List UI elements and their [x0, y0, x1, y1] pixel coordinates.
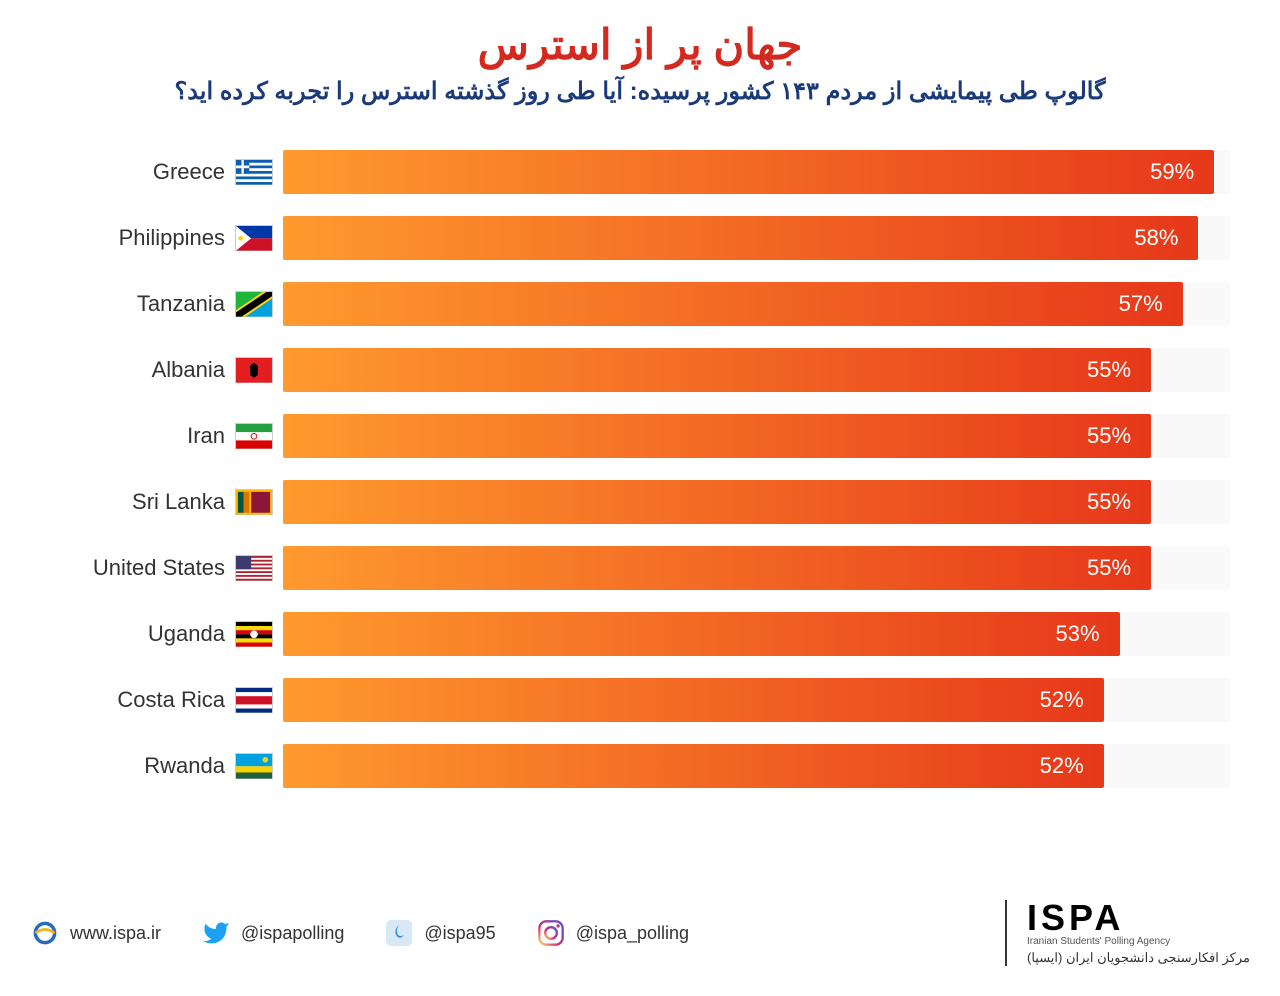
bar-fill: 58% [283, 216, 1198, 260]
flag-icon [235, 225, 273, 251]
instagram-link[interactable]: @ispa_polling [536, 918, 689, 948]
logo-main: ISPA [1027, 900, 1250, 936]
chart-row: United States 55% [50, 542, 1230, 594]
bar-value-label: 57% [1119, 291, 1163, 317]
bar-value-label: 52% [1040, 687, 1084, 713]
header: جهان پر از استرس گالوپ طی پیمایشی از مرد… [30, 20, 1250, 106]
country-label: Tanzania [50, 291, 235, 317]
bar-fill: 53% [283, 612, 1120, 656]
flag-icon [235, 159, 273, 185]
bar-track: 55% [283, 348, 1230, 392]
bar-fill: 55% [283, 348, 1151, 392]
chart-row: Sri Lanka 55% [50, 476, 1230, 528]
website-text: www.ispa.ir [70, 923, 161, 944]
website-link[interactable]: www.ispa.ir [30, 918, 161, 948]
flag-icon [235, 423, 273, 449]
ispa-logo: ISPA Iranian Students' Polling Agency مر… [1005, 900, 1250, 966]
chart-row: Costa Rica 52% [50, 674, 1230, 726]
bar-value-label: 55% [1087, 489, 1131, 515]
country-label: United States [50, 555, 235, 581]
bar-track: 55% [283, 414, 1230, 458]
country-label: Costa Rica [50, 687, 235, 713]
country-label: Philippines [50, 225, 235, 251]
telegram-link[interactable]: @ispa95 [384, 918, 495, 948]
flag-icon [235, 291, 273, 317]
instagram-text: @ispa_polling [576, 923, 689, 944]
chart-row: Uganda 53% [50, 608, 1230, 660]
bar-value-label: 59% [1150, 159, 1194, 185]
telegram-icon [384, 918, 414, 948]
social-links: www.ispa.ir @ispapolling @ispa95 [30, 918, 689, 948]
country-label: Rwanda [50, 753, 235, 779]
bar-track: 59% [283, 150, 1230, 194]
twitter-link[interactable]: @ispapolling [201, 918, 344, 948]
bar-track: 53% [283, 612, 1230, 656]
flag-icon [235, 555, 273, 581]
bar-track: 57% [283, 282, 1230, 326]
flag-icon [235, 687, 273, 713]
bar-fill: 59% [283, 150, 1214, 194]
chart-row: Rwanda 52% [50, 740, 1230, 792]
page-subtitle: گالوپ طی پیمایشی از مردم ۱۴۳ کشور پرسیده… [30, 77, 1250, 106]
country-label: Greece [50, 159, 235, 185]
bar-fill: 52% [283, 744, 1104, 788]
bar-chart: Greece 59% Philippines 58% Tanzania 57% Albani… [30, 126, 1250, 826]
chart-row: Philippines 58% [50, 212, 1230, 264]
bar-fill: 55% [283, 480, 1151, 524]
instagram-icon [536, 918, 566, 948]
bar-track: 58% [283, 216, 1230, 260]
page-title: جهان پر از استرس [30, 20, 1250, 69]
bar-value-label: 55% [1087, 357, 1131, 383]
country-label: Sri Lanka [50, 489, 235, 515]
bar-track: 55% [283, 480, 1230, 524]
bar-value-label: 55% [1087, 423, 1131, 449]
flag-icon [235, 357, 273, 383]
country-label: Albania [50, 357, 235, 383]
chart-row: Tanzania 57% [50, 278, 1230, 330]
footer: www.ispa.ir @ispapolling @ispa95 [30, 880, 1250, 966]
logo-sub: Iranian Students' Polling Agency [1027, 936, 1250, 947]
flag-icon [235, 753, 273, 779]
bar-fill: 57% [283, 282, 1183, 326]
chart-row: Iran 55% [50, 410, 1230, 462]
bar-fill: 55% [283, 414, 1151, 458]
bar-value-label: 52% [1040, 753, 1084, 779]
twitter-icon [201, 918, 231, 948]
flag-icon [235, 621, 273, 647]
ie-icon [30, 918, 60, 948]
bar-track: 55% [283, 546, 1230, 590]
bar-fill: 55% [283, 546, 1151, 590]
country-label: Iran [50, 423, 235, 449]
bar-value-label: 53% [1055, 621, 1099, 647]
bar-track: 52% [283, 678, 1230, 722]
flag-icon [235, 489, 273, 515]
chart-row: Albania 55% [50, 344, 1230, 396]
bar-track: 52% [283, 744, 1230, 788]
bar-value-label: 55% [1087, 555, 1131, 581]
twitter-text: @ispapolling [241, 923, 344, 944]
chart-row: Greece 59% [50, 146, 1230, 198]
telegram-text: @ispa95 [424, 923, 495, 944]
bar-value-label: 58% [1134, 225, 1178, 251]
logo-farsi: مرکز افکارسنجی دانشجویان ایران (ایسپا) [1027, 950, 1250, 966]
bar-fill: 52% [283, 678, 1104, 722]
country-label: Uganda [50, 621, 235, 647]
